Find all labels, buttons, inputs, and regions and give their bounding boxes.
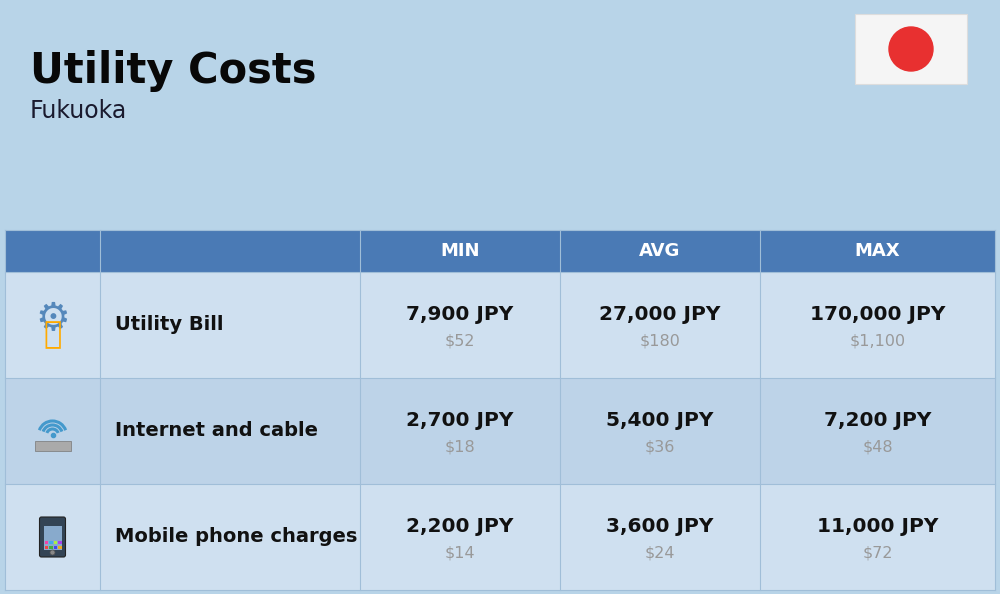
Bar (54, 545, 57, 549)
Text: $48: $48 (862, 440, 893, 454)
Text: $14: $14 (445, 545, 475, 561)
Bar (58, 545, 62, 549)
Bar (44, 526, 62, 550)
Text: $72: $72 (862, 545, 893, 561)
Text: 2,200 JPY: 2,200 JPY (406, 517, 514, 536)
Text: $18: $18 (445, 440, 475, 454)
Text: Fukuoka: Fukuoka (30, 99, 127, 123)
Text: MIN: MIN (440, 242, 480, 260)
Text: $24: $24 (645, 545, 675, 561)
Text: Utility Costs: Utility Costs (30, 50, 316, 92)
Bar (58, 541, 62, 544)
Text: MAX: MAX (855, 242, 900, 260)
Text: 2,700 JPY: 2,700 JPY (406, 412, 514, 431)
Text: 5,400 JPY: 5,400 JPY (606, 412, 714, 431)
Bar (34, 441, 70, 451)
Bar (855, 14, 967, 84)
Text: 27,000 JPY: 27,000 JPY (599, 305, 721, 324)
Text: $1,100: $1,100 (849, 333, 906, 349)
Bar (49, 545, 52, 549)
Text: 11,000 JPY: 11,000 JPY (817, 517, 938, 536)
Text: 🔌: 🔌 (43, 321, 62, 349)
Bar (5, 272, 995, 378)
Text: 170,000 JPY: 170,000 JPY (810, 305, 945, 324)
Text: 7,200 JPY: 7,200 JPY (824, 412, 931, 431)
Text: 7,900 JPY: 7,900 JPY (406, 305, 514, 324)
Text: Utility Bill: Utility Bill (115, 315, 224, 334)
Circle shape (50, 550, 55, 555)
Bar (49, 541, 52, 544)
Bar (5, 484, 995, 590)
Text: ⚙: ⚙ (35, 300, 70, 338)
Text: Internet and cable: Internet and cable (115, 422, 318, 441)
FancyBboxPatch shape (40, 517, 66, 557)
Text: $180: $180 (640, 333, 680, 349)
Text: Mobile phone charges: Mobile phone charges (115, 527, 357, 546)
Text: AVG: AVG (639, 242, 681, 260)
Bar (5, 230, 995, 272)
Text: $36: $36 (645, 440, 675, 454)
Bar (44, 541, 48, 544)
Bar (44, 545, 48, 549)
Text: 3,600 JPY: 3,600 JPY (606, 517, 714, 536)
Bar (5, 378, 995, 484)
Bar (54, 541, 57, 544)
Text: $52: $52 (445, 333, 475, 349)
Circle shape (889, 27, 933, 71)
